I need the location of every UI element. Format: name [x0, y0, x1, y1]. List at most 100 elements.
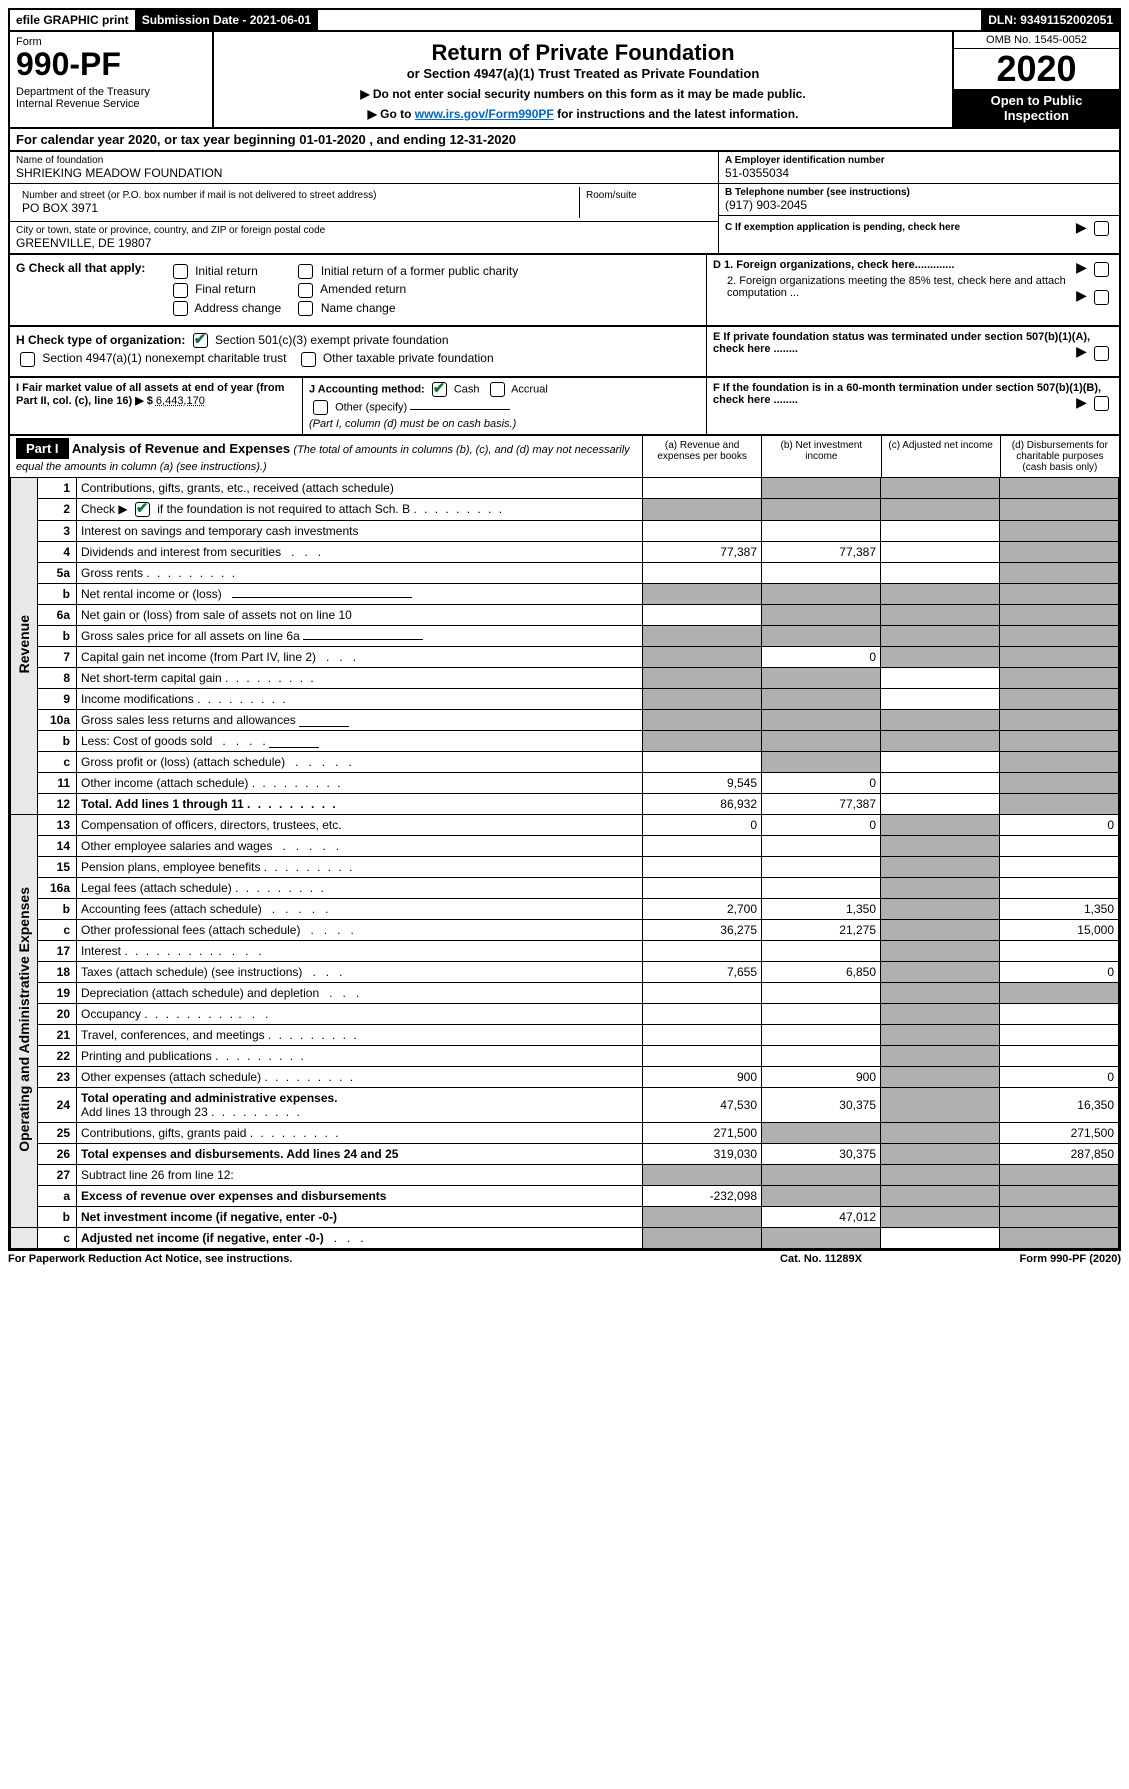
row-21-desc: Travel, conferences, and meetings	[81, 1028, 265, 1042]
section-c-checkbox[interactable]	[1094, 221, 1109, 236]
row-26-d: 287,850	[1000, 1143, 1119, 1164]
row-11-b: 0	[762, 772, 881, 793]
row-10b-desc: Less: Cost of goods sold	[81, 734, 212, 748]
h-opt-4947: Section 4947(a)(1) nonexempt charitable …	[42, 351, 286, 365]
table-row: bGross sales price for all assets on lin…	[11, 625, 1119, 646]
row-4-desc: Dividends and interest from securities	[81, 545, 281, 559]
row-6a-desc: Net gain or (loss) from sale of assets n…	[77, 604, 643, 625]
g-opt-name: Name change	[321, 301, 396, 315]
g-amended-checkbox[interactable]	[298, 283, 313, 298]
department: Department of the Treasury Internal Reve…	[16, 86, 206, 110]
row-1-desc: Contributions, gifts, grants, etc., rece…	[77, 477, 643, 498]
row-11-desc: Other income (attach schedule)	[81, 776, 248, 790]
row-27b-b: 47,012	[762, 1206, 881, 1227]
ein-value: 51-0355034	[725, 166, 1113, 180]
j-other-checkbox[interactable]	[313, 400, 328, 415]
row-16b-desc: Accounting fees (attach schedule)	[81, 902, 262, 916]
g-initial-former-checkbox[interactable]	[298, 264, 313, 279]
table-row: 17Interest . . . .	[11, 940, 1119, 961]
row-18-d: 0	[1000, 961, 1119, 982]
part-1-label: Part I	[16, 438, 69, 459]
room-label: Room/suite	[586, 190, 706, 201]
table-row: 27Subtract line 26 from line 12:	[11, 1164, 1119, 1185]
table-row: 21Travel, conferences, and meetings	[11, 1024, 1119, 1045]
row-18-b: 6,850	[762, 961, 881, 982]
row-16b-b: 1,350	[762, 898, 881, 919]
table-row: 20Occupancy . . .	[11, 1003, 1119, 1024]
row-2-checkbox[interactable]	[135, 502, 150, 517]
d2-checkbox[interactable]	[1094, 290, 1109, 305]
part-1-title: Analysis of Revenue and Expenses	[72, 441, 290, 456]
f-checkbox[interactable]	[1094, 396, 1109, 411]
row-12-desc: Total. Add lines 1 through 11	[81, 797, 244, 811]
table-row: 3Interest on savings and temporary cash …	[11, 520, 1119, 541]
g-opt-final: Final return	[195, 282, 256, 296]
d1-checkbox[interactable]	[1094, 262, 1109, 277]
j-cash-checkbox[interactable]	[432, 382, 447, 397]
footer-mid: Cat. No. 11289X	[721, 1253, 921, 1265]
table-row: Operating and Administrative Expenses 13…	[11, 814, 1119, 835]
h-501c3-checkbox[interactable]	[193, 333, 208, 348]
table-row: 9Income modifications	[11, 688, 1119, 709]
row-12-a: 86,932	[643, 793, 762, 814]
submission-date: Submission Date - 2021-06-01	[136, 10, 318, 30]
row-27a-a: -232,098	[643, 1185, 762, 1206]
form-header: Form 990-PF Department of the Treasury I…	[8, 32, 1121, 129]
efile-print-button[interactable]: efile GRAPHIC print	[10, 10, 136, 30]
row-24b-desc: Add lines 13 through 23	[81, 1105, 208, 1119]
e-label: E If private foundation status was termi…	[713, 331, 1090, 355]
row-15-desc: Pension plans, employee benefits	[81, 860, 260, 874]
table-row: aExcess of revenue over expenses and dis…	[11, 1185, 1119, 1206]
foundation-info: Name of foundation SHRIEKING MEADOW FOUN…	[8, 152, 1121, 255]
row-26-desc: Total expenses and disbursements. Add li…	[77, 1143, 643, 1164]
j-other-label: Other (specify)	[335, 401, 407, 413]
form-title: Return of Private Foundation	[224, 40, 942, 66]
row-13-b: 0	[762, 814, 881, 835]
row-22-desc: Printing and publications	[81, 1049, 212, 1063]
row-25-a: 271,500	[643, 1122, 762, 1143]
table-row: Revenue 1Contributions, gifts, grants, e…	[11, 477, 1119, 498]
foundation-name: SHRIEKING MEADOW FOUNDATION	[16, 166, 712, 180]
g-initial-return-checkbox[interactable]	[173, 264, 188, 279]
instructions-link[interactable]: www.irs.gov/Form990PF	[415, 107, 554, 121]
dln: DLN: 93491152002051	[982, 10, 1119, 30]
j-label: J Accounting method:	[309, 383, 425, 395]
g-address-change-checkbox[interactable]	[173, 301, 188, 316]
revenue-sidebar: Revenue	[16, 615, 32, 673]
row-26-a: 319,030	[643, 1143, 762, 1164]
row-7-b: 0	[762, 646, 881, 667]
expenses-sidebar: Operating and Administrative Expenses	[16, 887, 32, 1152]
table-row: 26Total expenses and disbursements. Add …	[11, 1143, 1119, 1164]
name-label: Name of foundation	[16, 155, 712, 166]
h-label: H Check type of organization:	[16, 333, 185, 347]
g-name-change-checkbox[interactable]	[298, 301, 313, 316]
row-23-a: 900	[643, 1066, 762, 1087]
section-i-j-f: I Fair market value of all assets at end…	[8, 378, 1121, 436]
g-final-return-checkbox[interactable]	[173, 283, 188, 298]
ssn-warning: ▶ Do not enter social security numbers o…	[224, 87, 942, 101]
row-14-desc: Other employee salaries and wages	[81, 839, 272, 853]
h-other-checkbox[interactable]	[301, 352, 316, 367]
instructions-note: ▶ Go to www.irs.gov/Form990PF for instru…	[224, 107, 942, 121]
row-16c-b: 21,275	[762, 919, 881, 940]
part-1: Part I Analysis of Revenue and Expenses …	[8, 436, 1121, 1251]
row-25-d: 271,500	[1000, 1122, 1119, 1143]
j-accrual-checkbox[interactable]	[490, 382, 505, 397]
table-row: cAdjusted net income (if negative, enter…	[11, 1227, 1119, 1248]
note-post: for instructions and the latest informat…	[554, 107, 799, 121]
row-13-d: 0	[1000, 814, 1119, 835]
address-label: Number and street (or P.O. box number if…	[22, 190, 573, 201]
e-checkbox[interactable]	[1094, 346, 1109, 361]
section-g-d: G Check all that apply: Initial return F…	[8, 255, 1121, 327]
table-row: 12Total. Add lines 1 through 11 86,93277…	[11, 793, 1119, 814]
row-4-b: 77,387	[762, 541, 881, 562]
h-4947-checkbox[interactable]	[20, 352, 35, 367]
form-subtitle: or Section 4947(a)(1) Trust Treated as P…	[224, 66, 942, 81]
tax-year: 2020	[954, 49, 1119, 89]
table-row: 15Pension plans, employee benefits	[11, 856, 1119, 877]
omb-number: OMB No. 1545-0052	[954, 32, 1119, 49]
g-opt-initial: Initial return	[195, 264, 258, 278]
row-2-post: if the foundation is not required to att…	[157, 502, 410, 516]
g-label: G Check all that apply:	[16, 261, 145, 275]
table-row: 6aNet gain or (loss) from sale of assets…	[11, 604, 1119, 625]
